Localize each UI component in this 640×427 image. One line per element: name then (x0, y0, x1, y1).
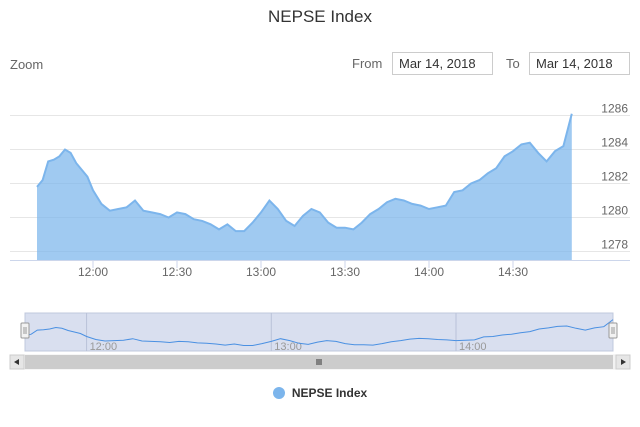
x-tick-label: 14:30 (498, 265, 528, 279)
navigator-selection[interactable] (24, 312, 614, 352)
handle-body[interactable] (608, 322, 618, 339)
plot-area (36, 113, 573, 260)
y-tick-label: 1286 (601, 102, 628, 116)
to-date-input[interactable]: Mar 14, 2018 (529, 52, 630, 75)
x-tick-label: 14:00 (414, 265, 444, 279)
x-tick-label: 12:30 (162, 265, 192, 279)
to-label: To (506, 56, 520, 71)
y-tick-label: 1278 (601, 238, 628, 252)
navigator-tick-label: 13:00 (274, 341, 302, 353)
left-arrow-icon (14, 359, 19, 365)
from-date-input[interactable]: Mar 14, 2018 (392, 52, 493, 75)
x-tick-label: 12:00 (78, 265, 108, 279)
series-area (37, 113, 572, 260)
zoom-label: Zoom (10, 57, 44, 72)
navigator-right-handle[interactable] (608, 322, 618, 339)
y-tick-label: 1284 (601, 136, 628, 150)
chart-title: NEPSE Index (268, 7, 372, 26)
y-tick-label: 1280 (601, 204, 628, 218)
navigator[interactable]: 12:00 13:00 14:00 (20, 312, 618, 353)
scrollbar[interactable] (9, 354, 631, 370)
y-axis-labels: 1278 1280 1282 1284 1286 (601, 102, 628, 252)
series-line (36, 113, 573, 233)
from-label: From (352, 56, 383, 71)
legend-symbol (272, 387, 285, 399)
navigator-left-handle[interactable] (20, 322, 30, 339)
legend-item[interactable]: NEPSE Index (0, 386, 640, 400)
right-arrow-icon (621, 359, 626, 365)
y-tick-label: 1282 (601, 170, 628, 184)
x-tick-label: 13:30 (330, 265, 360, 279)
navigator-series-line (24, 319, 614, 346)
grip-icon (316, 359, 322, 365)
x-axis: 12:00 12:30 13:00 13:30 14:00 14:30 (10, 260, 630, 279)
handle-body[interactable] (20, 322, 30, 339)
navigator-tick-label: 12:00 (90, 341, 118, 353)
legend-label: NEPSE Index (291, 386, 368, 400)
navigator-tick-label: 14:00 (459, 341, 487, 353)
x-tick-label: 13:00 (246, 265, 276, 279)
